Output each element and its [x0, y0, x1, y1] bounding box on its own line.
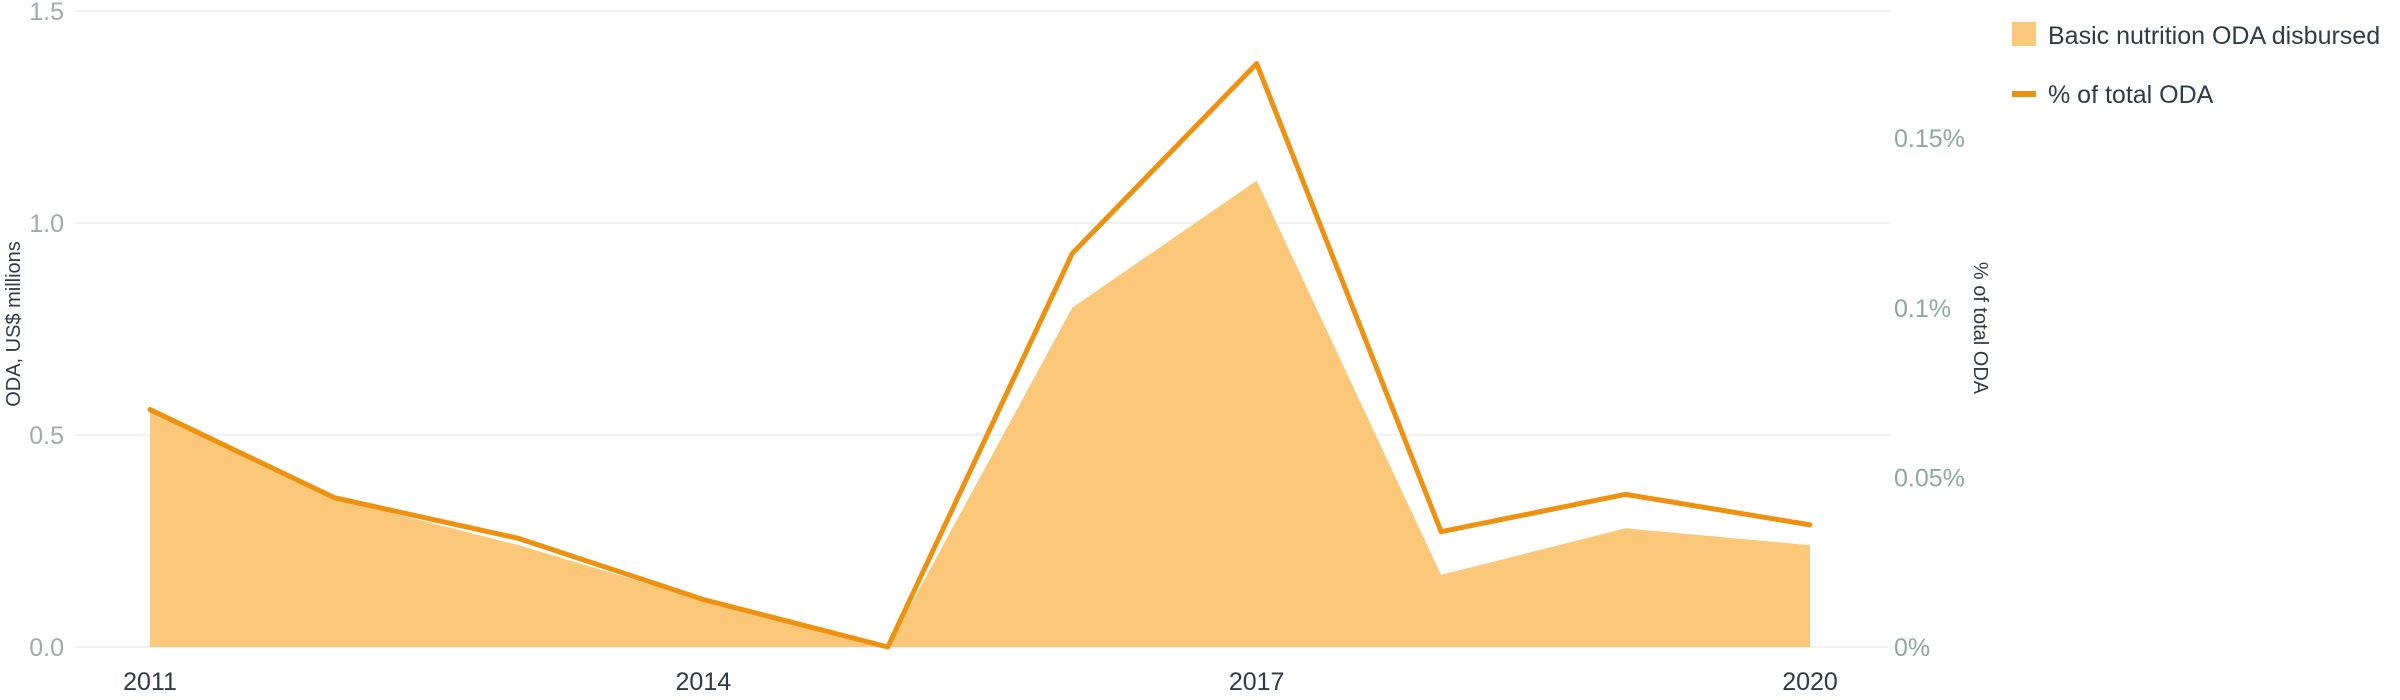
right-tick-label: 0.05%: [1894, 464, 1965, 492]
legend-swatch-area: [2012, 22, 2036, 46]
x-tick-label: 2011: [123, 668, 177, 696]
right-axis-ticks: 0% 0.05% 0.1% 0.15%: [1894, 125, 1965, 662]
left-tick-label: 1.5: [29, 0, 64, 26]
y-right-axis-label: % of total ODA: [1969, 262, 1991, 395]
area-series: [150, 180, 1810, 647]
left-tick-label: 0.0: [29, 634, 64, 662]
right-tick-label: 0%: [1894, 634, 1930, 662]
area-basic-nutrition-oda: [150, 180, 1810, 647]
line-percent-total-oda: [147, 61, 1813, 650]
left-tick-label: 0.5: [29, 422, 64, 450]
legend-label-area: Basic nutrition ODA disbursed: [2048, 22, 2380, 50]
legend: Basic nutrition ODA disbursed % of total…: [2012, 22, 2380, 109]
legend-swatch-line: [2012, 91, 2036, 97]
x-tick-label: 2014: [676, 668, 732, 696]
x-axis-ticks: 2011 2014 2017 2020: [123, 668, 1838, 696]
legend-item-area[interactable]: Basic nutrition ODA disbursed: [2012, 22, 2380, 50]
x-tick-label: 2017: [1229, 668, 1285, 696]
line-series: [147, 61, 1813, 650]
left-tick-label: 1.0: [29, 210, 64, 238]
right-tick-label: 0.1%: [1894, 295, 1951, 323]
right-tick-label: 0.15%: [1894, 125, 1965, 153]
legend-label-line: % of total ODA: [2048, 81, 2214, 109]
y-left-axis-label: ODA, US$ millions: [3, 241, 25, 407]
left-axis-ticks: 0.0 0.5 1.0 1.5: [29, 0, 64, 662]
legend-item-line[interactable]: % of total ODA: [2012, 81, 2214, 109]
x-tick-label: 2020: [1782, 668, 1838, 696]
